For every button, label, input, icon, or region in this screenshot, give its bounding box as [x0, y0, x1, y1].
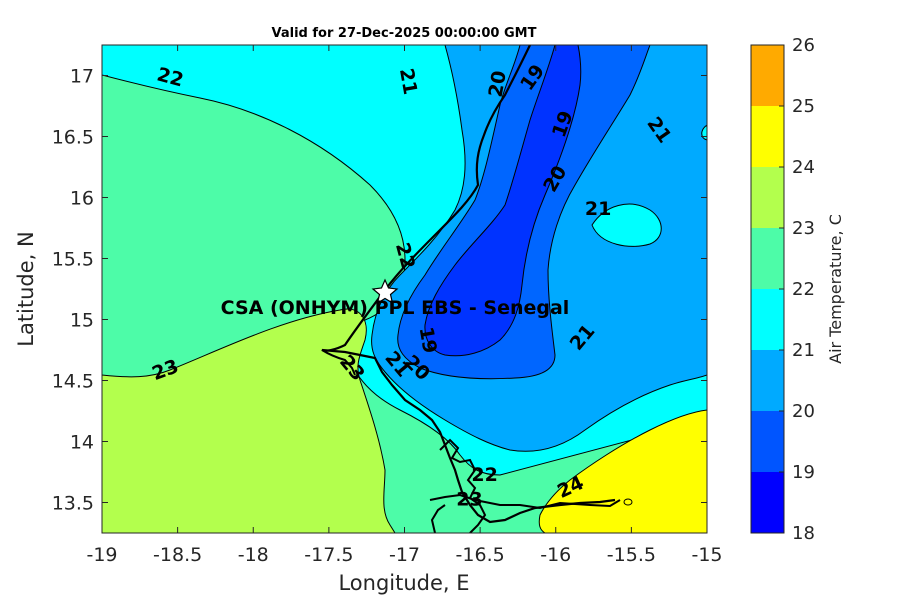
- figure-title: Valid for 27-Dec-2025 00:00:00 GMT: [272, 26, 537, 41]
- island-marker: [623, 498, 633, 506]
- x-axis-ticks: -19 -18.5 -18 -17.5 -17 -16.5 -16 -15.5 -15: [86, 45, 723, 566]
- colorbar-segment: [751, 350, 784, 411]
- colorbar-tick-label: 21: [792, 340, 815, 361]
- y-tick-label: 17: [70, 66, 94, 88]
- band-21-island: [591, 203, 662, 247]
- colorbar-segment: [751, 289, 784, 350]
- x-tick-label: -18: [238, 544, 269, 566]
- border-gambia: [429, 493, 621, 510]
- x-axis-label: Longitude, E: [338, 571, 469, 595]
- x-tick-label: -16: [540, 544, 571, 566]
- contour-label: 23: [456, 489, 482, 511]
- colorbar-tick-label: 25: [792, 96, 815, 117]
- station-label: CSA (ONHYM) PPL EBS - Senegal: [221, 297, 570, 319]
- y-tick-label: 15: [70, 310, 94, 332]
- band-23-24: [102, 308, 396, 533]
- colorbar-tick-label: 23: [792, 218, 815, 239]
- x-tick-label: -17: [389, 544, 420, 566]
- colorbar-label: Air Temperature, C: [826, 214, 845, 364]
- temperature-field: [102, 45, 707, 533]
- x-tick-label: -16.5: [456, 544, 505, 566]
- y-tick-label: 13.5: [52, 493, 94, 515]
- colorbar-tick-label: 26: [792, 35, 815, 56]
- x-tick-label: -17.5: [304, 544, 353, 566]
- colorbar-tick-label: 19: [792, 462, 815, 483]
- contour-label: 21: [395, 67, 421, 97]
- y-axis-label: Latitude, N: [14, 231, 38, 347]
- colorbar: 18 19 20 21 22 23 24 25 26: [750, 35, 815, 544]
- peninsula-dakar: [321, 349, 356, 376]
- contour-label: 22: [471, 464, 497, 486]
- y-tick-label: 15.5: [52, 249, 94, 271]
- border-south-west: [430, 504, 446, 533]
- colorbar-segment: [751, 167, 784, 228]
- x-tick-label: -18.5: [153, 544, 202, 566]
- colorbar-segment: [751, 45, 784, 106]
- coastline: [321, 45, 616, 524]
- colorbar-tick-label: 20: [792, 401, 815, 422]
- y-tick-label: 16.5: [52, 127, 94, 149]
- colorbar-tick-label: 24: [792, 157, 815, 178]
- colorbar-segment: [751, 106, 784, 167]
- contour-label: 20: [485, 69, 511, 99]
- y-tick-label: 14: [70, 432, 94, 454]
- colorbar-tick-label: 22: [792, 279, 815, 300]
- border-south: [439, 438, 487, 533]
- colorbar-segment: [751, 472, 784, 533]
- contour-label: 21: [585, 198, 611, 220]
- colorbar-segment: [751, 228, 784, 289]
- y-axis-ticks: 13.5 14 14.5 15 15.5 16 16.5 17: [52, 66, 707, 515]
- colorbar-segment: [751, 411, 784, 472]
- x-tick-label: -15.5: [607, 544, 656, 566]
- x-tick-label: -19: [86, 544, 117, 566]
- station-star-icon: [371, 278, 399, 305]
- band-18-19: [424, 45, 582, 357]
- y-tick-label: 16: [70, 188, 94, 210]
- colorbar-tick-label: 18: [792, 523, 815, 544]
- x-tick-label: -15: [691, 544, 722, 566]
- contour-label: 19: [415, 325, 441, 355]
- y-tick-label: 14.5: [52, 371, 94, 393]
